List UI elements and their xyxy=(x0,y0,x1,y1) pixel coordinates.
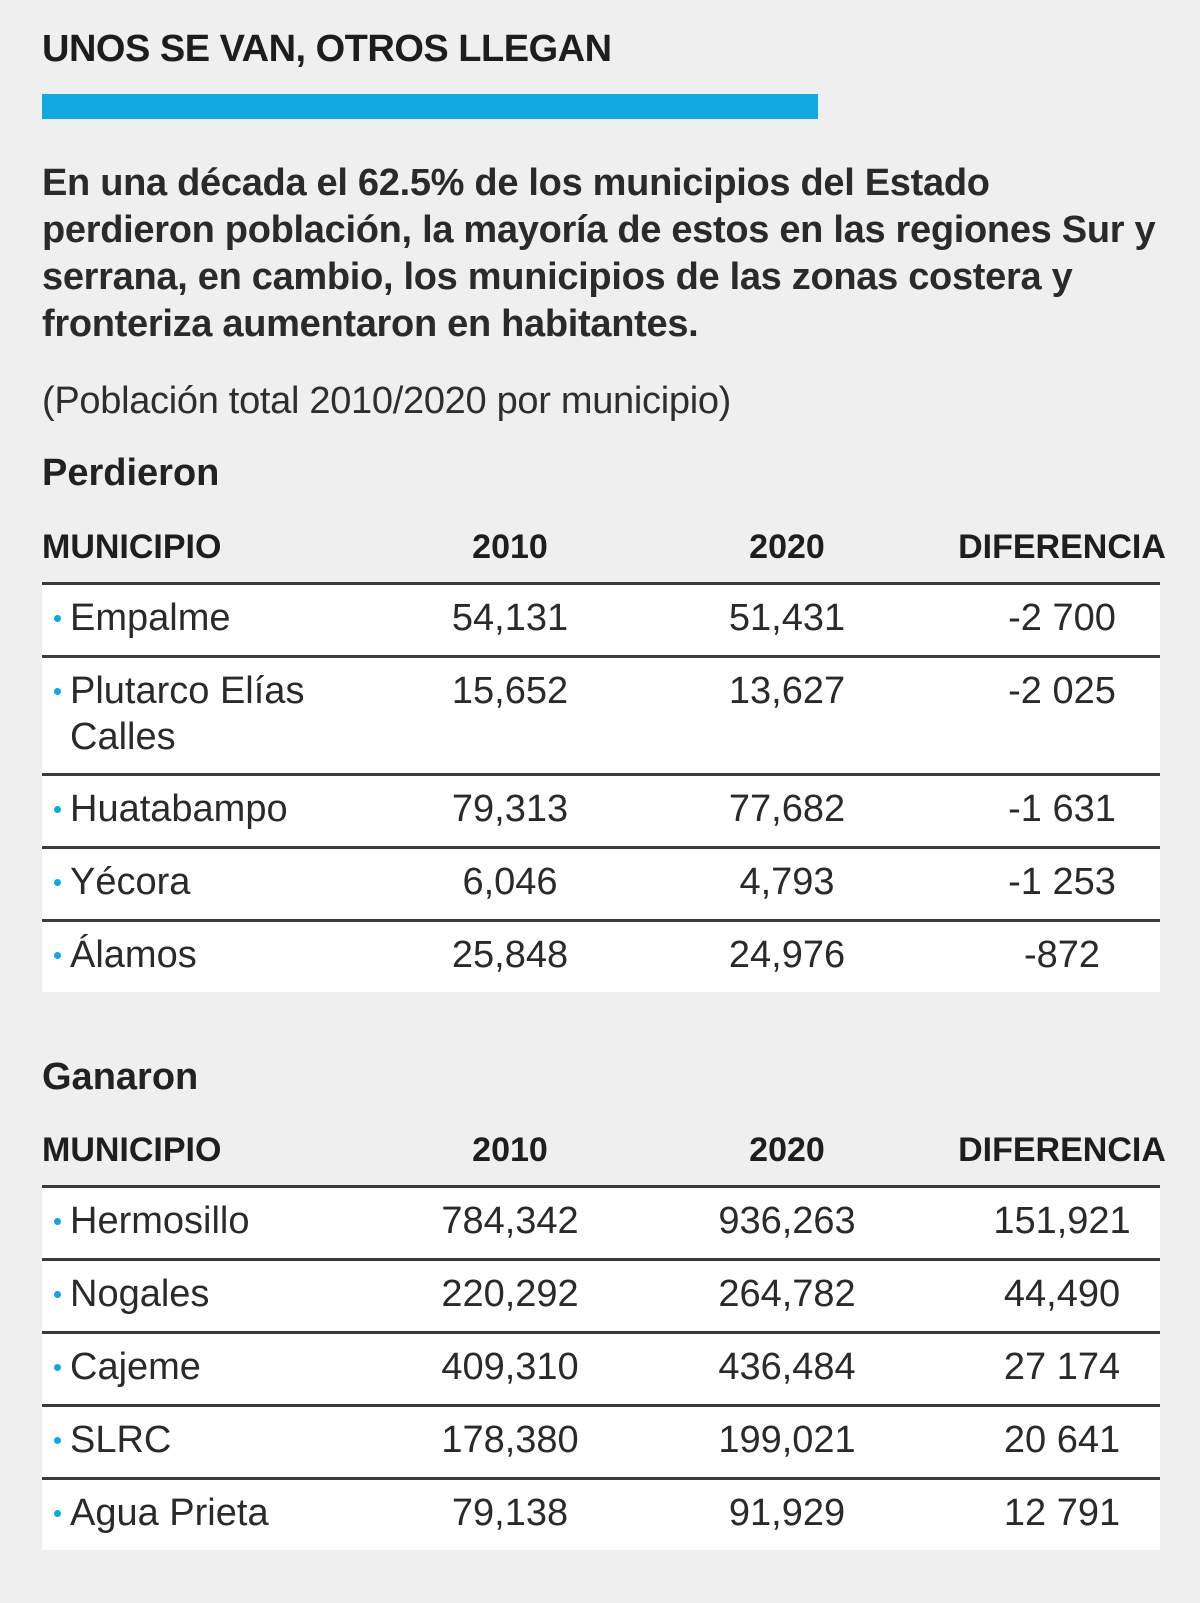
value-2020: 436,484 xyxy=(718,1346,856,1388)
table-row: Nogales 220,292 264,782 44,490 xyxy=(42,1258,1160,1331)
section-title-ganaron: Ganaron xyxy=(42,1056,199,1098)
bullet-icon xyxy=(54,806,61,813)
municipio-label: Yécora xyxy=(70,861,191,903)
bullet-icon xyxy=(54,1510,61,1517)
column-header-2010: 2010 xyxy=(472,528,548,566)
municipio-cell: Huatabampo xyxy=(48,776,370,842)
value-2010: 784,342 xyxy=(441,1200,579,1242)
bullet-icon xyxy=(54,1364,61,1371)
lead-paragraph: En una década el 62.5% de los municipios… xyxy=(42,162,1156,345)
municipio-label: Nogales xyxy=(70,1273,210,1315)
municipio-label: Hermosillo xyxy=(70,1200,250,1242)
municipio-label: Agua Prieta xyxy=(70,1492,269,1534)
municipio-cell: Plutarco Elías Calles xyxy=(48,658,370,760)
bullet-icon xyxy=(54,1218,61,1225)
value-2020: 264,782 xyxy=(718,1273,856,1315)
table-row: Empalme 54,131 51,431 -2 700 xyxy=(42,582,1160,655)
municipio-cell: Agua Prieta xyxy=(48,1480,370,1546)
value-2010: 54,131 xyxy=(451,597,569,639)
value-2020: 51,431 xyxy=(728,597,846,639)
municipio-label: Huatabampo xyxy=(70,788,288,830)
bullet-icon xyxy=(54,879,61,886)
table-row: Álamos 25,848 24,976 -872 xyxy=(42,919,1160,992)
table-header: MUNICIPIO 2010 2020 DIFERENCIA xyxy=(42,1115,1166,1185)
municipio-label: Plutarco Elías Calles xyxy=(70,670,305,758)
value-2020: 199,021 xyxy=(718,1419,856,1461)
municipio-label: Cajeme xyxy=(70,1346,201,1388)
table-row: Agua Prieta 79,138 91,929 12 791 xyxy=(42,1477,1160,1550)
column-header-diferencia: DIFERENCIA xyxy=(958,528,1166,566)
column-header-2010: 2010 xyxy=(472,1131,548,1169)
value-2010: 220,292 xyxy=(441,1273,579,1315)
section-title-perdieron: Perdieron xyxy=(42,452,220,494)
title-accent-bar xyxy=(42,94,818,119)
value-2020: 91,929 xyxy=(728,1492,846,1534)
table-row: Plutarco Elías Calles 15,652 13,627 -2 0… xyxy=(42,655,1160,773)
value-diferencia: -1 253 xyxy=(1008,861,1116,903)
value-diferencia: -2 025 xyxy=(1008,670,1116,712)
value-2010: 6,046 xyxy=(462,861,558,903)
municipio-cell: Hermosillo xyxy=(48,1188,370,1254)
table-row: Hermosillo 784,342 936,263 151,921 xyxy=(42,1185,1160,1258)
column-header-diferencia: DIFERENCIA xyxy=(958,1131,1166,1169)
bullet-icon xyxy=(54,952,61,959)
municipio-cell: Yécora xyxy=(48,849,370,915)
value-2020: 4,793 xyxy=(739,861,835,903)
municipio-cell: Empalme xyxy=(48,585,370,651)
table-header: MUNICIPIO 2010 2020 DIFERENCIA xyxy=(42,512,1166,582)
value-diferencia: 151,921 xyxy=(993,1200,1131,1242)
municipio-cell: Cajeme xyxy=(48,1334,370,1400)
value-diferencia: -1 631 xyxy=(1008,788,1116,830)
table-perdieron: MUNICIPIO 2010 2020 DIFERENCIA Empalme 5… xyxy=(42,512,1166,992)
table-row: Yécora 6,046 4,793 -1 253 xyxy=(42,846,1160,919)
table-row: SLRC 178,380 199,021 20 641 xyxy=(42,1404,1160,1477)
value-2020: 13,627 xyxy=(728,670,846,712)
municipio-label: SLRC xyxy=(70,1419,172,1461)
value-2020: 77,682 xyxy=(728,788,846,830)
municipio-label: Álamos xyxy=(70,934,197,976)
table-row: Huatabampo 79,313 77,682 -1 631 xyxy=(42,773,1160,846)
value-diferencia: 20 641 xyxy=(1003,1419,1121,1461)
value-2020: 24,976 xyxy=(728,934,846,976)
value-2010: 178,380 xyxy=(441,1419,579,1461)
table-row: Cajeme 409,310 436,484 27 174 xyxy=(42,1331,1160,1404)
municipio-cell: Álamos xyxy=(48,922,370,988)
table-ganaron: MUNICIPIO 2010 2020 DIFERENCIA Hermosill… xyxy=(42,1115,1166,1550)
municipio-cell: Nogales xyxy=(48,1261,370,1327)
bullet-icon xyxy=(54,688,61,695)
value-2010: 25,848 xyxy=(451,934,569,976)
value-2010: 79,313 xyxy=(451,788,569,830)
value-2010: 15,652 xyxy=(451,670,569,712)
column-header-2020: 2020 xyxy=(749,1131,825,1169)
value-2010: 79,138 xyxy=(451,1492,569,1534)
municipio-cell: SLRC xyxy=(48,1407,370,1473)
bullet-icon xyxy=(54,615,61,622)
value-diferencia: 27 174 xyxy=(1003,1346,1121,1388)
value-diferencia: 12 791 xyxy=(1003,1492,1121,1534)
table-note: (Población total 2010/2020 por municipio… xyxy=(42,380,732,422)
page-title: UNOS SE VAN, OTROS LLEGAN xyxy=(42,28,612,70)
value-2010: 409,310 xyxy=(441,1346,579,1388)
bullet-icon xyxy=(54,1291,61,1298)
value-2020: 936,263 xyxy=(718,1200,856,1242)
column-header-municipio: MUNICIPIO xyxy=(42,1131,222,1169)
value-diferencia: 44,490 xyxy=(1003,1273,1121,1315)
value-diferencia: -872 xyxy=(1023,934,1101,976)
municipio-label: Empalme xyxy=(70,597,231,639)
bullet-icon xyxy=(54,1437,61,1444)
column-header-municipio: MUNICIPIO xyxy=(42,528,222,566)
column-header-2020: 2020 xyxy=(749,528,825,566)
value-diferencia: -2 700 xyxy=(1008,597,1116,639)
